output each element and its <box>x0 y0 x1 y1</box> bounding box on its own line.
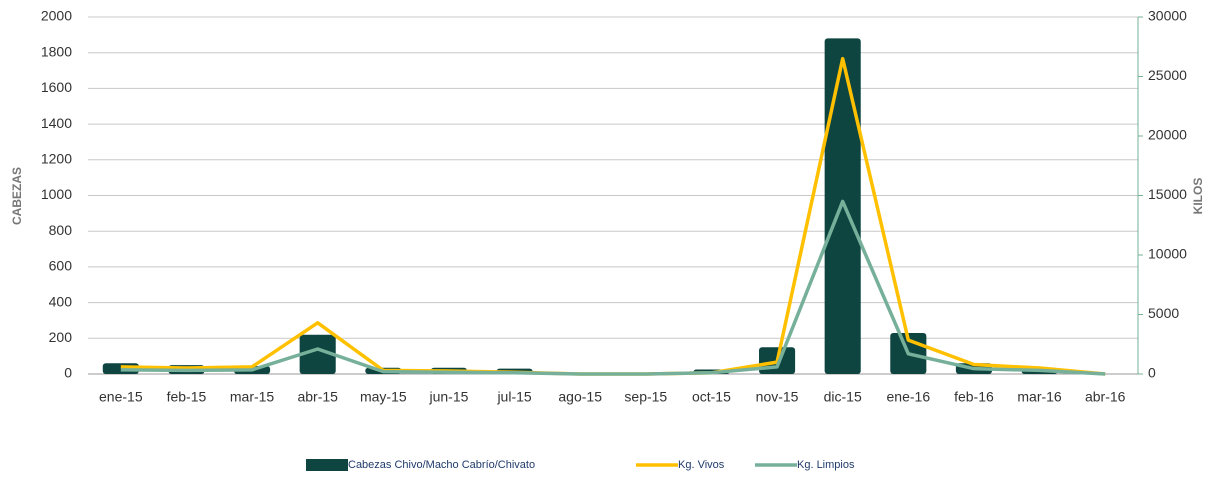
x-tick-label: oct-15 <box>692 389 731 405</box>
x-tick-label: mar-15 <box>230 389 275 405</box>
x-tick-label: abr-16 <box>1085 389 1126 405</box>
y-tick-label: 0 <box>64 365 72 381</box>
x-tick-label: may-15 <box>360 389 407 405</box>
y2-tick-label: 15000 <box>1148 186 1187 202</box>
y2-tick-label: 5000 <box>1148 305 1179 321</box>
line <box>120 56 1106 376</box>
y-tick-label: 1400 <box>41 115 72 131</box>
y-tick-label: 2000 <box>41 8 72 24</box>
x-tick-label: feb-15 <box>167 389 207 405</box>
x-tick-label: ene-15 <box>99 389 143 405</box>
y2-tick-label: 25000 <box>1148 67 1187 83</box>
x-tick-label: feb-16 <box>954 389 994 405</box>
x-tick-label: ago-15 <box>558 389 602 405</box>
y2-tick-label: 30000 <box>1148 8 1187 24</box>
y-tick-label: 1000 <box>41 186 72 202</box>
y2-tick-label: 10000 <box>1148 246 1187 262</box>
x-tick-label: jul-15 <box>496 389 531 405</box>
y-tick-label: 400 <box>49 293 73 309</box>
y-tick-label: 800 <box>49 222 73 238</box>
legend-label: Kg. Limpios <box>797 459 855 471</box>
y-tick-label: 200 <box>49 329 73 345</box>
y-axis-label: CABEZAS <box>10 167 24 225</box>
legend-label: Kg. Vivos <box>678 459 725 471</box>
x-tick-label: abr-15 <box>297 389 338 405</box>
bar <box>824 38 861 375</box>
y2-tick-label: 0 <box>1148 365 1156 381</box>
x-tick-label: ene-16 <box>887 389 931 405</box>
y-tick-label: 1600 <box>41 79 72 95</box>
y-tick-label: 1800 <box>41 43 72 59</box>
y-tick-label: 1200 <box>41 151 72 167</box>
bar <box>299 334 336 374</box>
y2-axis-label: KILOS <box>1191 178 1205 215</box>
legend-swatch <box>306 459 348 471</box>
x-tick-label: dic-15 <box>824 389 862 405</box>
line <box>120 199 1106 376</box>
y2-tick-label: 20000 <box>1148 127 1187 143</box>
x-tick-label: jun-15 <box>428 389 468 405</box>
x-tick-label: mar-16 <box>1017 389 1062 405</box>
x-tick-label: nov-15 <box>756 389 799 405</box>
legend-label: Cabezas Chivo/Macho Cabrío/Chivato <box>348 459 535 471</box>
y-tick-label: 600 <box>49 258 73 274</box>
x-tick-label: sep-15 <box>624 389 667 405</box>
